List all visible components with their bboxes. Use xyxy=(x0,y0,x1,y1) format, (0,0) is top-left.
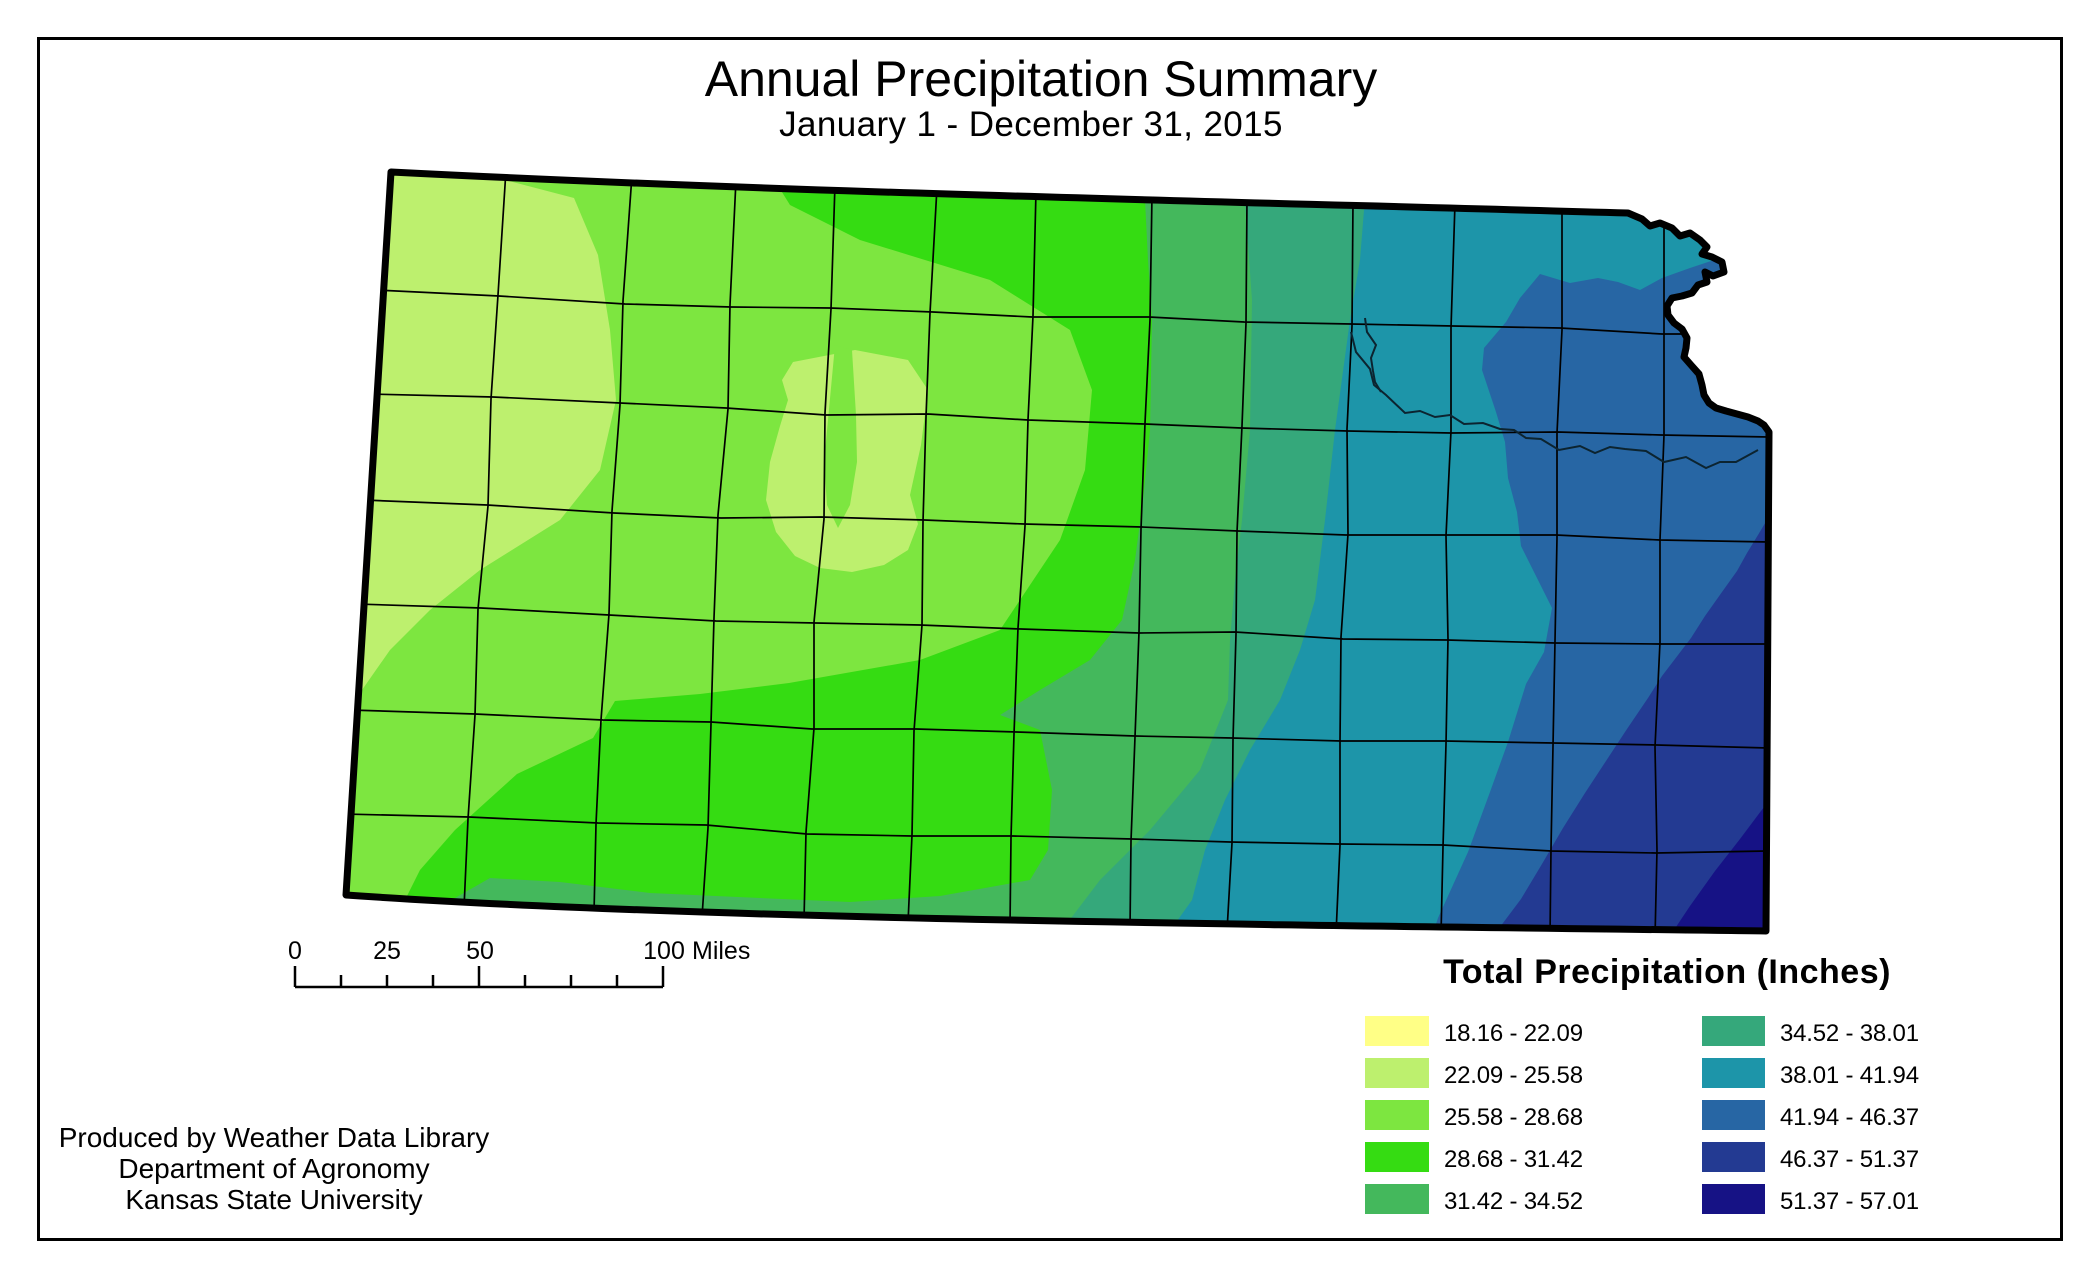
svg-text:Annual Precipitation Summary: Annual Precipitation Summary xyxy=(705,51,1378,107)
svg-text:18.16 - 22.09: 18.16 - 22.09 xyxy=(1444,1020,1583,1047)
svg-text:Department of Agronomy: Department of Agronomy xyxy=(118,1153,429,1184)
svg-text:46.37 - 51.37: 46.37 - 51.37 xyxy=(1780,1146,1919,1173)
svg-text:Produced by Weather Data Libra: Produced by Weather Data Library xyxy=(59,1122,490,1153)
svg-text:25: 25 xyxy=(373,937,401,965)
svg-text:51.37 - 57.01: 51.37 - 57.01 xyxy=(1780,1188,1919,1215)
svg-text:22.09 - 25.58: 22.09 - 25.58 xyxy=(1444,1062,1583,1089)
svg-text:25.58 - 28.68: 25.58 - 28.68 xyxy=(1444,1104,1583,1131)
svg-text:41.94 - 46.37: 41.94 - 46.37 xyxy=(1780,1104,1919,1131)
svg-text:Miles: Miles xyxy=(692,937,750,965)
svg-text:31.42 - 34.52: 31.42 - 34.52 xyxy=(1444,1188,1583,1215)
svg-text:100: 100 xyxy=(643,937,685,965)
svg-text:38.01 - 41.94: 38.01 - 41.94 xyxy=(1780,1062,1919,1089)
svg-text:January 1 - December 31, 2015: January 1 - December 31, 2015 xyxy=(779,105,1283,144)
svg-text:28.68 - 31.42: 28.68 - 31.42 xyxy=(1444,1146,1583,1173)
svg-text:0: 0 xyxy=(288,937,302,965)
svg-text:Total Precipitation (Inches): Total Precipitation (Inches) xyxy=(1443,953,1891,991)
svg-text:50: 50 xyxy=(466,937,494,965)
svg-text:34.52 - 38.01: 34.52 - 38.01 xyxy=(1780,1020,1919,1047)
svg-text:Kansas State University: Kansas State University xyxy=(125,1184,422,1215)
